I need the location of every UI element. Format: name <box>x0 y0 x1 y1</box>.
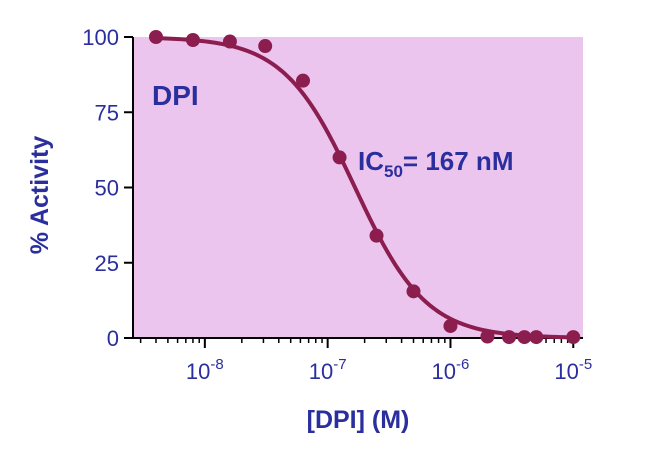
x-tick-label: 10-8 <box>186 356 224 384</box>
y-tick-label: 0 <box>107 326 119 351</box>
data-point <box>258 39 273 54</box>
data-point <box>566 330 581 345</box>
x-tick-label: 10-6 <box>432 356 470 384</box>
data-point <box>406 284 421 299</box>
data-points <box>148 30 581 345</box>
data-point <box>517 330 532 345</box>
data-point <box>296 73 311 88</box>
data-point <box>443 318 458 333</box>
y-tick-label: 25 <box>95 251 119 276</box>
tick-group: 0 25 50 75 100 10-8 10-7 10-6 10-5 <box>82 25 592 384</box>
plot-area <box>133 37 583 338</box>
data-point <box>332 150 347 165</box>
data-point <box>148 30 163 44</box>
ic50-value: = 167 nM <box>403 146 514 176</box>
ic50-annotation: IC50= 167 nM <box>358 146 513 181</box>
y-axis-label: % Activity <box>26 136 54 255</box>
data-point <box>480 329 495 344</box>
data-point <box>222 34 237 49</box>
x-tick-label: 10-7 <box>309 356 347 384</box>
data-point <box>185 33 200 48</box>
x-axis-label: [DPI] (M) <box>307 406 410 434</box>
data-point <box>529 330 544 345</box>
series-annotation: DPI <box>152 80 199 111</box>
ic50-prefix: IC <box>358 146 384 176</box>
data-point <box>369 228 384 243</box>
y-tick-label: 75 <box>95 100 119 125</box>
y-tick-label: 100 <box>82 25 119 50</box>
ic50-subscript: 50 <box>384 162 403 181</box>
data-point <box>502 330 517 345</box>
y-tick-label: 50 <box>95 176 119 201</box>
x-tick-label: 10-5 <box>554 356 592 384</box>
